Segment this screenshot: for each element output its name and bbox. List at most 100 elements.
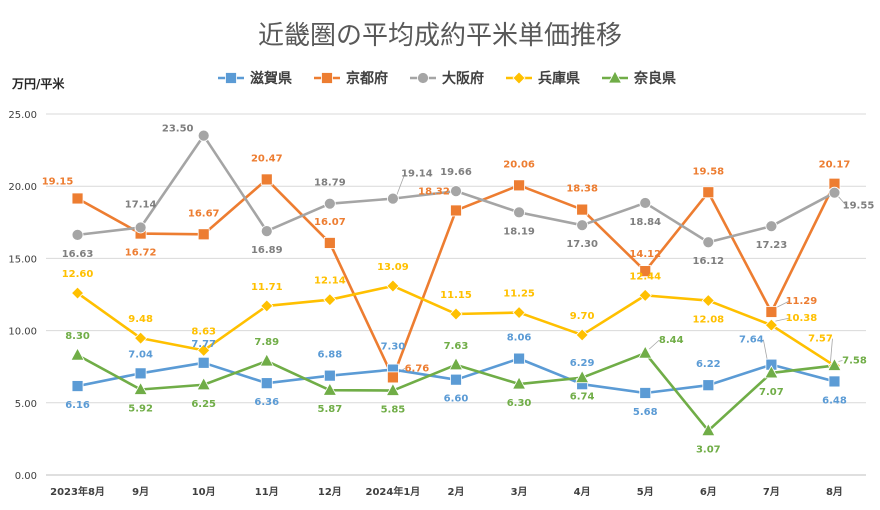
data-point — [828, 375, 841, 388]
leader-line — [838, 196, 847, 206]
y-tick-label: 20.00 — [8, 182, 37, 193]
data-label: 6.30 — [507, 398, 532, 409]
data-point — [574, 369, 590, 384]
data-label: 7.57 — [808, 334, 833, 345]
data-point — [701, 293, 715, 308]
data-label: 8.44 — [659, 335, 684, 346]
gridlines — [46, 113, 866, 404]
data-point — [385, 382, 401, 396]
data-label: 12.44 — [629, 271, 661, 282]
data-point — [197, 129, 210, 142]
data-point — [134, 367, 147, 380]
legend-entry-label: 兵庫県 — [538, 70, 580, 87]
data-point — [259, 353, 274, 367]
data-label: 6.29 — [570, 358, 595, 369]
x-tick-label: 7月 — [763, 486, 780, 498]
data-point — [639, 197, 652, 209]
data-point — [260, 173, 273, 186]
data-label: 3.07 — [696, 445, 721, 456]
y-axis-unit-label: 万円/平米 — [11, 76, 65, 91]
data-point — [387, 371, 399, 384]
data-point — [323, 293, 337, 307]
data-label: 18.19 — [503, 226, 535, 237]
y-tick-label: 5.00 — [15, 399, 37, 410]
data-label: 8.63 — [191, 326, 216, 337]
data-labels: 6.16 7.04 7.77 6.36 6.88 7.30 6.60 8.06 6.29 5.68… — [42, 124, 875, 456]
legend-entry-label: 大阪府 — [442, 70, 484, 87]
data-label: 7.04 — [128, 349, 153, 360]
data-point — [450, 185, 462, 198]
data-label: 18.38 — [566, 184, 598, 195]
data-point — [639, 265, 652, 278]
data-point — [764, 318, 778, 332]
data-label: 11.25 — [503, 289, 535, 300]
data-point — [197, 343, 211, 357]
leader-line — [838, 360, 843, 362]
data-label: 6.74 — [570, 392, 595, 403]
x-tick-label: 5月 — [637, 486, 654, 498]
data-point — [765, 220, 778, 233]
data-label: 19.15 — [42, 176, 74, 187]
data-point — [196, 376, 211, 391]
data-point — [511, 376, 527, 390]
y-tick-label: 0.00 — [15, 471, 37, 482]
data-point — [575, 328, 589, 342]
data-point — [576, 203, 589, 216]
data-label: 6.16 — [65, 400, 90, 411]
leader-line — [775, 317, 790, 322]
data-label: 6.22 — [696, 359, 721, 370]
data-point — [512, 305, 526, 320]
data-label: 11.71 — [251, 282, 283, 293]
data-label: 7.77 — [191, 339, 216, 350]
data-label: 7.58 — [842, 356, 867, 367]
legend-entry-label: 滋賀県 — [250, 70, 292, 87]
x-tick-label: 9月 — [132, 486, 149, 498]
data-point — [386, 279, 400, 293]
data-point — [417, 72, 429, 84]
data-point — [638, 288, 652, 302]
data-point — [448, 356, 464, 371]
y-tick-label: 10.00 — [8, 327, 37, 338]
legend-entry-label: 京都府 — [346, 70, 388, 87]
data-point — [71, 228, 84, 241]
data-point — [225, 72, 237, 84]
data-label: 9.70 — [570, 311, 595, 322]
series-lines — [76, 134, 836, 432]
data-point — [449, 307, 463, 321]
data-label: 7.64 — [739, 335, 764, 346]
data-label: 5.92 — [128, 404, 153, 415]
data-label: 6.60 — [444, 394, 469, 405]
data-label: 11.15 — [440, 290, 472, 301]
data-label: 13.09 — [377, 262, 409, 273]
data-point — [638, 345, 653, 359]
data-label: 6.36 — [254, 397, 279, 408]
y-tick-label: 15.00 — [8, 254, 37, 265]
x-tick-label: 11月 — [255, 486, 279, 498]
data-point — [765, 306, 778, 318]
data-point — [513, 179, 525, 192]
x-tick-label: 6月 — [700, 486, 717, 498]
leader-line — [762, 339, 768, 361]
data-label: 20.06 — [503, 159, 535, 170]
data-point — [513, 352, 525, 365]
x-tick-label: 2月 — [448, 486, 465, 498]
data-label: 17.30 — [566, 239, 598, 250]
data-point — [827, 357, 842, 371]
data-point — [321, 72, 333, 84]
data-point — [323, 237, 336, 249]
x-tick-label: 4月 — [574, 486, 591, 498]
leader-line — [775, 300, 790, 309]
data-label: 19.66 — [440, 167, 472, 178]
data-label: 19.55 — [843, 201, 875, 212]
data-label: 6.88 — [318, 350, 343, 361]
data-point — [828, 186, 841, 199]
x-tick-label: 8月 — [826, 486, 843, 498]
data-point — [512, 71, 526, 85]
data-label: 18.84 — [629, 217, 661, 228]
data-point — [701, 422, 716, 437]
data-point — [576, 219, 589, 232]
data-point — [70, 347, 85, 361]
data-point — [70, 286, 85, 300]
data-point — [260, 225, 273, 238]
